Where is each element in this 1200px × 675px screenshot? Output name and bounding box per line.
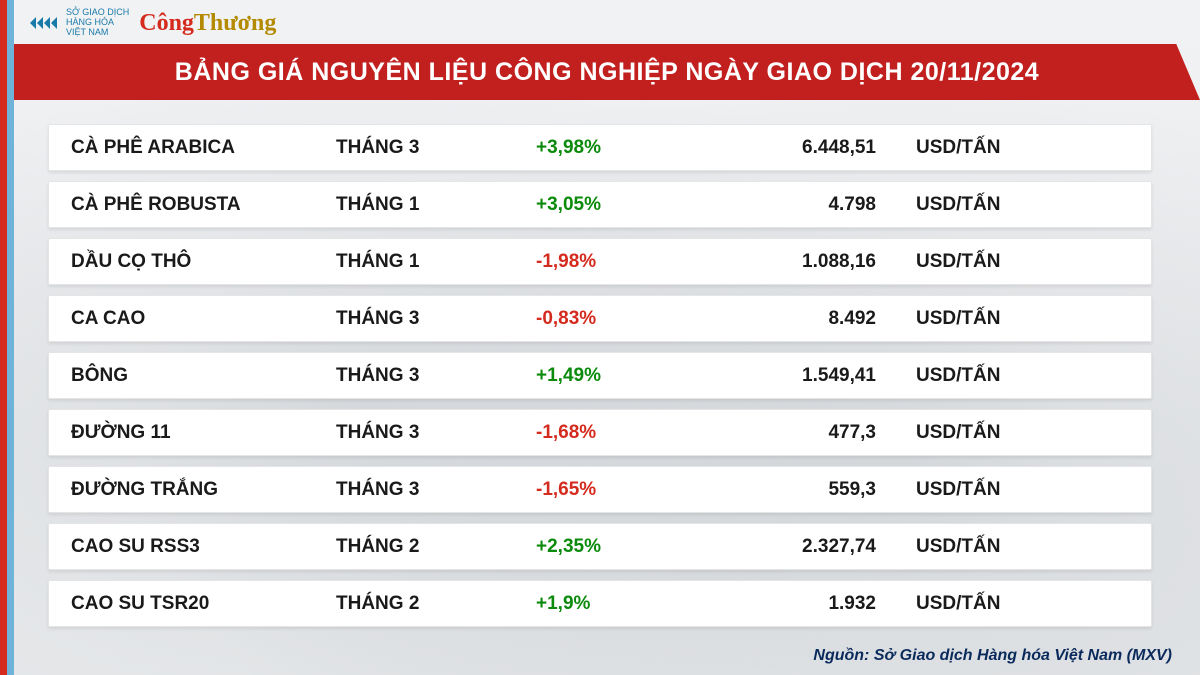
- page-title: BẢNG GIÁ NGUYÊN LIỆU CÔNG NGHIỆP NGÀY GI…: [175, 58, 1039, 87]
- contract-period: THÁNG 3: [336, 137, 536, 159]
- percent-change: -1,68%: [536, 422, 716, 444]
- commodity-name: BÔNG: [71, 365, 336, 387]
- price-unit: USD/TẤN: [916, 194, 1129, 216]
- table-row: ĐƯỜNG TRẮNGTHÁNG 3-1,65%559,3USD/TẤN: [48, 466, 1152, 513]
- mxv-logo: SỞ GIAO DỊCH HÀNG HÓA VIỆT NAM: [30, 8, 129, 38]
- commodity-name: DẦU CỌ THÔ: [71, 251, 336, 273]
- price-unit: USD/TẤN: [916, 308, 1129, 330]
- price-value: 6.448,51: [716, 137, 916, 159]
- title-banner: BẢNG GIÁ NGUYÊN LIỆU CÔNG NGHIỆP NGÀY GI…: [14, 44, 1200, 100]
- congthuong-logo: CôngThương: [139, 10, 276, 37]
- percent-change: +2,35%: [536, 536, 716, 558]
- mxv-logo-icon: [30, 11, 60, 35]
- commodity-name: CA CAO: [71, 308, 336, 330]
- commodity-name: ĐƯỜNG 11: [71, 422, 336, 444]
- congthuong-part2: Thương: [194, 10, 276, 36]
- contract-period: THÁNG 3: [336, 479, 536, 501]
- commodity-name: CÀ PHÊ ROBUSTA: [71, 194, 336, 216]
- percent-change: -1,98%: [536, 251, 716, 273]
- table-row: BÔNGTHÁNG 3+1,49%1.549,41USD/TẤN: [48, 352, 1152, 399]
- side-stripes: [0, 0, 14, 675]
- mxv-line3: VIỆT NAM: [66, 28, 129, 38]
- contract-period: THÁNG 3: [336, 308, 536, 330]
- table-row: CAO SU TSR20THÁNG 2+1,9%1.932USD/TẤN: [48, 580, 1152, 627]
- contract-period: THÁNG 2: [336, 593, 536, 615]
- table-row: DẦU CỌ THÔTHÁNG 1-1,98%1.088,16USD/TẤN: [48, 238, 1152, 285]
- commodity-name: ĐƯỜNG TRẮNG: [71, 479, 336, 501]
- price-value: 8.492: [716, 308, 916, 330]
- price-value: 4.798: [716, 194, 916, 216]
- percent-change: +3,05%: [536, 194, 716, 216]
- price-value: 1.932: [716, 593, 916, 615]
- price-value: 1.088,16: [716, 251, 916, 273]
- price-unit: USD/TẤN: [916, 251, 1129, 273]
- commodity-name: CÀ PHÊ ARABICA: [71, 137, 336, 159]
- mxv-logo-text: SỞ GIAO DỊCH HÀNG HÓA VIỆT NAM: [66, 8, 129, 38]
- table-row: CA CAOTHÁNG 3-0,83%8.492USD/TẤN: [48, 295, 1152, 342]
- price-unit: USD/TẤN: [916, 479, 1129, 501]
- percent-change: -1,65%: [536, 479, 716, 501]
- stripe-red: [0, 0, 7, 675]
- price-unit: USD/TẤN: [916, 365, 1129, 387]
- price-unit: USD/TẤN: [916, 137, 1129, 159]
- percent-change: -0,83%: [536, 308, 716, 330]
- table-row: CÀ PHÊ ROBUSTATHÁNG 1+3,05%4.798USD/TẤN: [48, 181, 1152, 228]
- percent-change: +3,98%: [536, 137, 716, 159]
- table-row: ĐƯỜNG 11THÁNG 3-1,68%477,3USD/TẤN: [48, 409, 1152, 456]
- contract-period: THÁNG 1: [336, 251, 536, 273]
- price-value: 2.327,74: [716, 536, 916, 558]
- price-unit: USD/TẤN: [916, 593, 1129, 615]
- percent-change: +1,9%: [536, 593, 716, 615]
- commodity-name: CAO SU RSS3: [71, 536, 336, 558]
- price-value: 1.549,41: [716, 365, 916, 387]
- price-unit: USD/TẤN: [916, 536, 1129, 558]
- commodity-name: CAO SU TSR20: [71, 593, 336, 615]
- congthuong-part1: Công: [139, 10, 194, 36]
- stripe-blue: [7, 0, 14, 675]
- price-unit: USD/TẤN: [916, 422, 1129, 444]
- contract-period: THÁNG 2: [336, 536, 536, 558]
- table-row: CÀ PHÊ ARABICATHÁNG 3+3,98%6.448,51USD/T…: [48, 124, 1152, 171]
- percent-change: +1,49%: [536, 365, 716, 387]
- table-row: CAO SU RSS3THÁNG 2+2,35%2.327,74USD/TẤN: [48, 523, 1152, 570]
- price-table: CÀ PHÊ ARABICATHÁNG 3+3,98%6.448,51USD/T…: [48, 124, 1152, 627]
- contract-period: THÁNG 3: [336, 365, 536, 387]
- price-value: 477,3: [716, 422, 916, 444]
- source-attribution: Nguồn: Sở Giao dịch Hàng hóa Việt Nam (M…: [813, 647, 1172, 665]
- contract-period: THÁNG 1: [336, 194, 536, 216]
- contract-period: THÁNG 3: [336, 422, 536, 444]
- header-logos: SỞ GIAO DỊCH HÀNG HÓA VIỆT NAM CôngThươn…: [30, 4, 276, 42]
- price-value: 559,3: [716, 479, 916, 501]
